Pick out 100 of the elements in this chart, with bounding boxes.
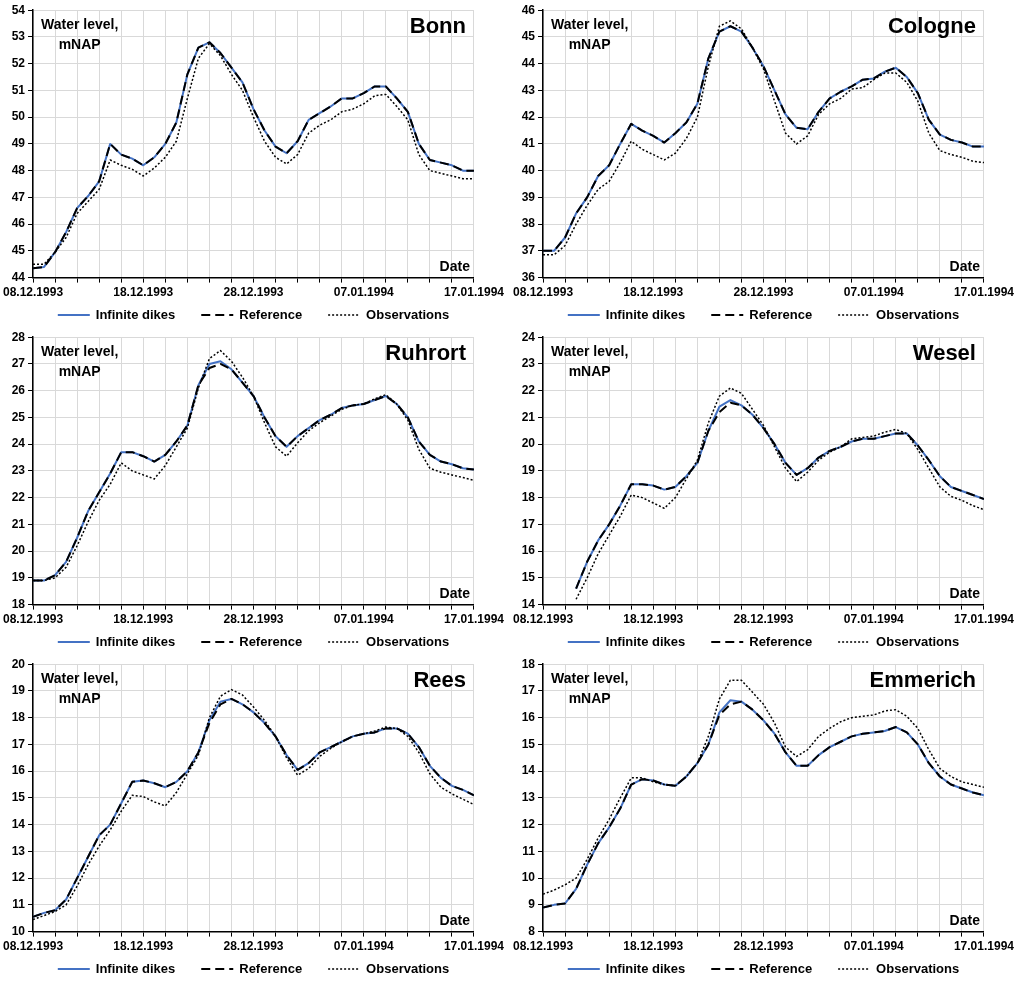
chart-title: Ruhrort xyxy=(385,340,467,366)
y-tick-label: 23 xyxy=(521,356,536,371)
y-tick-label: 18 xyxy=(11,596,26,611)
y-tick-label: 12 xyxy=(11,870,26,885)
x-tick-label: 08.12.1993 xyxy=(3,285,64,300)
y-tick-label: 10 xyxy=(521,870,536,885)
x-tick-label: 28.12.1993 xyxy=(733,612,794,627)
y-tick-label: 40 xyxy=(521,162,536,177)
legend-label: Observations xyxy=(366,960,450,976)
legend-label: Infinite dikes xyxy=(95,633,176,649)
y-tick-label: 19 xyxy=(521,463,536,478)
x-tick-label: 28.12.1993 xyxy=(733,285,794,300)
y-tick-label: 42 xyxy=(521,109,536,124)
x-axis-title: Date xyxy=(949,585,981,602)
y-tick-label: 16 xyxy=(11,763,26,778)
x-tick-label: 17.01.1994 xyxy=(443,612,505,627)
x-tick-label: 28.12.1993 xyxy=(223,285,284,300)
y-tick-label: 48 xyxy=(11,162,26,177)
y-tick-label: 15 xyxy=(521,570,536,585)
x-tick-label: 08.12.1993 xyxy=(3,612,64,627)
x-tick-label: 07.01.1994 xyxy=(843,939,905,954)
y-tick-label: 47 xyxy=(11,189,26,204)
y-tick-label: 16 xyxy=(521,709,536,724)
y-axis-title: Water level, mNAP xyxy=(41,16,119,53)
x-axis-title: Date xyxy=(949,912,981,929)
legend-label: Infinite dikes xyxy=(605,306,686,322)
x-tick-label: 28.12.1993 xyxy=(223,612,284,627)
y-tick-label: 16 xyxy=(521,543,536,558)
legend-label: Observations xyxy=(876,633,960,649)
y-tick-label: 25 xyxy=(11,409,26,424)
legend-label: Observations xyxy=(876,960,960,976)
y-tick-label: 52 xyxy=(11,55,26,70)
y-tick-label: 49 xyxy=(11,136,26,151)
y-tick-label: 20 xyxy=(521,436,536,451)
x-tick-label: 08.12.1993 xyxy=(3,939,64,954)
y-tick-label: 13 xyxy=(521,790,536,805)
x-tick-label: 17.01.1994 xyxy=(953,939,1015,954)
y-tick-label: 23 xyxy=(11,463,26,478)
x-tick-label: 08.12.1993 xyxy=(513,939,574,954)
y-tick-label: 44 xyxy=(11,269,26,284)
y-tick-label: 17 xyxy=(521,683,536,698)
legend-label: Reference xyxy=(239,960,303,976)
y-tick-label: 39 xyxy=(521,189,536,204)
y-tick-label: 53 xyxy=(11,29,26,44)
y-tick-label: 13 xyxy=(11,843,26,858)
legend-label: Reference xyxy=(749,306,813,322)
x-tick-label: 18.12.1993 xyxy=(623,612,684,627)
x-tick-label: 18.12.1993 xyxy=(113,285,174,300)
x-tick-label: 18.12.1993 xyxy=(113,612,174,627)
y-tick-label: 21 xyxy=(521,409,536,424)
x-tick-label: 17.01.1994 xyxy=(953,612,1015,627)
legend-label: Infinite dikes xyxy=(605,633,686,649)
y-tick-label: 27 xyxy=(11,356,26,371)
legend-label: Observations xyxy=(366,306,450,322)
x-axis-title: Date xyxy=(439,912,471,929)
y-tick-label: 21 xyxy=(11,516,26,531)
y-tick-label: 37 xyxy=(521,243,536,258)
y-tick-label: 24 xyxy=(11,436,26,451)
y-axis-title: Water level, mNAP xyxy=(551,670,629,707)
y-axis-title: Water level, mNAP xyxy=(41,670,119,707)
y-tick-label: 20 xyxy=(11,656,26,671)
x-axis-title: Date xyxy=(439,585,471,602)
y-tick-label: 51 xyxy=(11,82,26,97)
chart-title: Wesel xyxy=(912,340,976,366)
y-tick-label: 26 xyxy=(11,382,26,397)
x-axis-title: Date xyxy=(949,258,981,275)
y-tick-label: 15 xyxy=(11,790,26,805)
chart-title: Cologne xyxy=(887,13,976,39)
x-tick-label: 07.01.1994 xyxy=(333,285,395,300)
x-tick-label: 18.12.1993 xyxy=(623,285,684,300)
legend-label: Observations xyxy=(366,633,450,649)
x-tick-label: 18.12.1993 xyxy=(623,939,684,954)
y-tick-label: 14 xyxy=(11,816,26,831)
y-tick-label: 14 xyxy=(521,596,536,611)
y-tick-label: 50 xyxy=(11,109,26,124)
y-tick-label: 9 xyxy=(528,897,536,912)
y-tick-label: 54 xyxy=(11,2,26,17)
y-tick-label: 18 xyxy=(521,489,536,504)
y-tick-label: 44 xyxy=(521,55,536,70)
x-tick-label: 07.01.1994 xyxy=(333,612,395,627)
y-tick-label: 45 xyxy=(521,29,536,44)
x-tick-label: 17.01.1994 xyxy=(443,285,505,300)
legend-label: Reference xyxy=(239,633,303,649)
y-tick-label: 36 xyxy=(521,269,536,284)
y-tick-label: 20 xyxy=(11,543,26,558)
legend-label: Infinite dikes xyxy=(95,306,176,322)
y-tick-label: 17 xyxy=(521,516,536,531)
legend-label: Reference xyxy=(239,306,303,322)
x-tick-label: 28.12.1993 xyxy=(223,939,284,954)
x-tick-label: 18.12.1993 xyxy=(113,939,174,954)
chart-title: Bonn xyxy=(409,13,466,39)
chart-title: Emmerich xyxy=(869,667,976,693)
y-tick-label: 19 xyxy=(11,683,26,698)
x-tick-label: 17.01.1994 xyxy=(443,939,505,954)
legend-label: Reference xyxy=(749,633,813,649)
y-tick-label: 15 xyxy=(521,736,536,751)
y-tick-label: 45 xyxy=(11,243,26,258)
y-tick-label: 46 xyxy=(11,216,26,231)
y-tick-label: 11 xyxy=(12,897,26,912)
y-tick-label: 28 xyxy=(11,329,26,344)
